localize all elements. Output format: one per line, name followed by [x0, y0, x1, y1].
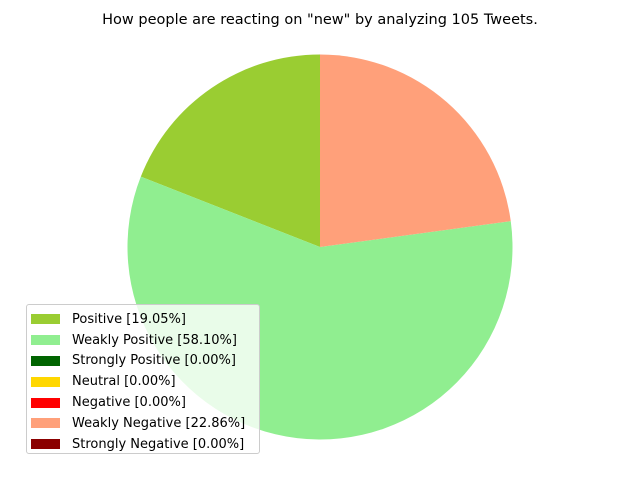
- legend-item-strongly-negative: Strongly Negative [0.00%]: [31, 434, 259, 455]
- legend-label: Negative [0.00%]: [72, 395, 186, 411]
- pie-slice-0: [140, 54, 320, 247]
- pie-slice-5: [320, 54, 511, 247]
- legend-label: Weakly Positive [58.10%]: [72, 332, 237, 348]
- legend-swatch: [31, 314, 60, 325]
- legend-swatch: [31, 418, 60, 429]
- legend-label: Neutral [0.00%]: [72, 374, 176, 390]
- legend-swatch: [31, 376, 60, 387]
- legend-swatch: [31, 439, 60, 450]
- legend-swatch: [31, 355, 60, 366]
- chart-title: How people are reacting on "new" by anal…: [102, 12, 538, 28]
- legend-item-weakly-positive: Weakly Positive [58.10%]: [31, 330, 259, 351]
- legend-label: Strongly Negative [0.00%]: [72, 436, 245, 452]
- legend-label: Strongly Positive [0.00%]: [72, 353, 236, 369]
- legend-item-strongly-positive: Strongly Positive [0.00%]: [31, 351, 259, 372]
- legend-label: Positive [19.05%]: [72, 311, 186, 327]
- legend-swatch: [31, 397, 60, 408]
- legend-item-weakly-negative: Weakly Negative [22.86%]: [31, 413, 259, 434]
- legend-swatch: [31, 335, 60, 346]
- legend-item-negative: Negative [0.00%]: [31, 392, 259, 413]
- legend-label: Weakly Negative [22.86%]: [72, 415, 246, 431]
- legend-item-positive: Positive [19.05%]: [31, 309, 259, 330]
- chart-legend: Positive [19.05%] Weakly Positive [58.10…: [26, 304, 260, 454]
- legend-item-neutral: Neutral [0.00%]: [31, 371, 259, 392]
